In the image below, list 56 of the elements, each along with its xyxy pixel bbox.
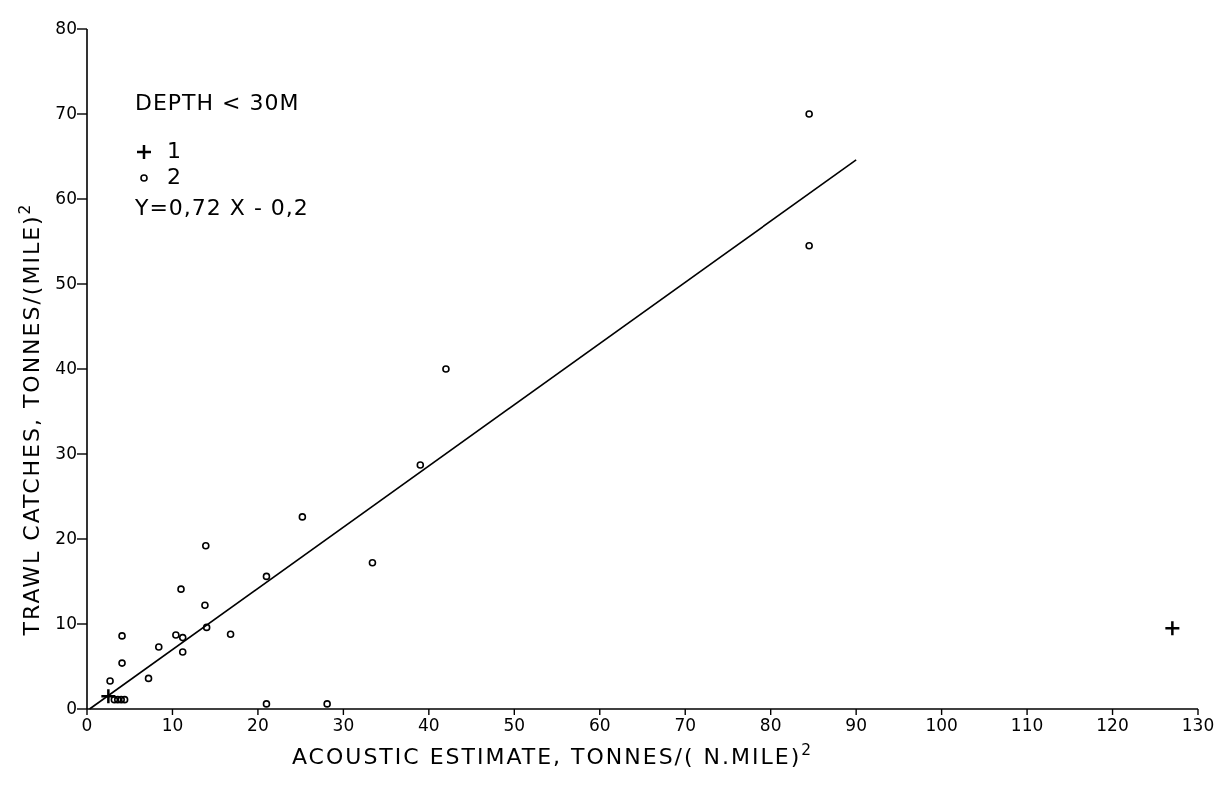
point — [805, 241, 813, 250]
x-tick-label: 80 — [759, 715, 782, 735]
point — [120, 695, 129, 704]
annotation: Y=0,72 X - 0,2 — [134, 195, 309, 220]
y-tick-label: 70 — [55, 103, 77, 123]
y-tick-label: 0 — [66, 698, 77, 718]
x-tick-label: 100 — [925, 715, 958, 735]
point — [118, 632, 126, 640]
x-tick-label: 70 — [674, 715, 697, 735]
point — [368, 559, 377, 567]
x-tick-label: 110 — [1010, 715, 1044, 735]
x-axis-title: ACOUSTIC ESTIMATE, TONNES/( N.MILE)$^{2}$ — [291, 741, 814, 769]
point — [201, 542, 210, 550]
point — [805, 110, 813, 118]
y-tick-label: 60 — [55, 188, 77, 208]
point — [100, 688, 117, 705]
x-tick-label: 50 — [503, 715, 526, 735]
point — [262, 572, 271, 581]
y-tick-label: 50 — [55, 273, 77, 293]
point — [202, 623, 211, 632]
y-tick-label: 40 — [55, 358, 77, 378]
point — [118, 659, 126, 667]
point — [113, 695, 122, 704]
x-tick-label: 90 — [845, 715, 867, 735]
x-tick-label: 60 — [588, 715, 611, 735]
x-tick-label: 130 — [1181, 715, 1215, 735]
point — [177, 585, 185, 593]
point — [416, 461, 425, 469]
legend-label: 2 — [167, 164, 181, 189]
x-tick-label: 30 — [332, 715, 355, 735]
x-tick-label: 120 — [1096, 715, 1129, 735]
annotation: DEPTH < 30M — [135, 90, 300, 115]
point — [178, 633, 187, 642]
point — [144, 674, 153, 683]
y-tick-label: 20 — [55, 528, 77, 548]
point — [117, 695, 125, 704]
y-tick-label: 30 — [55, 443, 77, 463]
point — [154, 643, 163, 651]
x-tick-label: 10 — [161, 715, 184, 735]
y-tick-label: 10 — [55, 613, 77, 633]
point — [106, 677, 114, 685]
x-tick-label: 20 — [247, 715, 269, 735]
point — [442, 365, 450, 373]
x-tick-label: 0 — [81, 715, 93, 735]
point — [298, 513, 307, 521]
y-tick-label: 80 — [55, 18, 77, 38]
point — [1164, 620, 1181, 637]
point — [178, 648, 187, 656]
point — [226, 630, 235, 638]
point — [110, 695, 119, 704]
point — [262, 700, 271, 708]
point — [201, 601, 209, 610]
point — [172, 631, 180, 639]
x-tick-label: 40 — [418, 715, 440, 735]
point — [323, 700, 331, 708]
legend-label: 1 — [167, 138, 181, 163]
